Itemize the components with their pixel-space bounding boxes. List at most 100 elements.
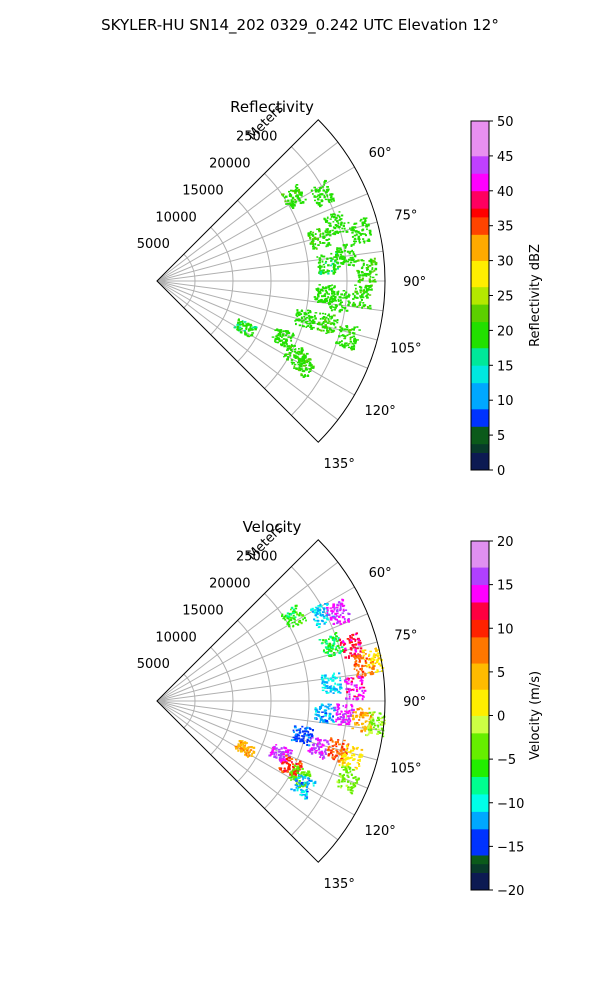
echo-mark [326,186,329,188]
echo-mark [233,326,236,329]
angular-gridline [156,250,384,282]
echo-mark [349,750,352,753]
polar-panel-1: Reflectivity500010000150002000025000Mete… [137,98,543,479]
echo-mark [289,749,292,752]
echo-mark [241,322,245,325]
echo-mark [363,714,366,717]
echo-mark [350,345,354,348]
echo-mark [282,330,285,333]
echo-mark [330,646,334,649]
echo-mark [301,790,304,793]
echo-mark [346,747,349,750]
echo-mark [317,742,319,745]
echo-mark [277,332,280,335]
echo-mark [339,614,342,616]
echo-mark [349,635,351,637]
echo-mark [302,325,306,328]
echo-mark [319,751,322,753]
echo-mark [339,231,342,233]
echo-mark [368,731,371,734]
echo-mark [326,617,329,620]
echo-mark [325,228,329,231]
echo-mark [340,720,343,723]
echo-mark [311,743,315,746]
echo-mark [332,643,336,645]
echo-mark [325,245,328,248]
colorbar-segment [471,558,489,568]
echo-mark [298,359,302,362]
echo-mark [271,746,274,749]
echo-mark [317,238,320,241]
colorbar-segment [471,820,489,830]
echo-mark [350,683,353,686]
echo-mark [295,200,298,203]
echo-mark [337,342,340,345]
echo-mark [358,760,361,762]
echo-mark [352,783,356,787]
echo-mark [359,756,363,758]
echo-mark [294,784,297,786]
echo-mark [317,609,320,612]
echo-mark [304,774,308,777]
echo-mark [331,719,335,722]
echo-mark [358,239,361,243]
echo-mark [372,672,375,675]
echo-mark [286,345,289,348]
echo-mark [320,301,323,303]
echo-mark [364,286,368,289]
echo-mark [368,666,371,669]
echo-mark [371,721,374,724]
echo-mark [341,717,345,719]
echo-mark [326,189,330,191]
echo-mark [294,201,297,204]
echo-cluster-18 [336,765,360,795]
echo-mark [346,774,349,777]
echo-mark [340,214,344,217]
echo-mark [378,712,382,715]
echo-mark [363,658,366,661]
echo-mark [292,771,295,773]
echo-mark [297,762,300,765]
echo-mark [302,358,306,362]
echo-mark [374,280,377,283]
echo-mark [237,746,241,748]
echo-mark [347,295,350,298]
echo-mark [291,362,294,365]
echo-mark [324,324,328,326]
echo-mark [353,238,357,241]
radial-tick-label: 20000 [209,157,250,172]
echo-mark [340,603,344,606]
echo-mark [342,777,346,780]
echo-mark [304,354,307,357]
echo-mark [321,711,324,713]
echo-mark [364,672,366,675]
echo-mark [349,340,353,343]
echo-cluster-15 [307,737,330,760]
echo-mark [290,203,292,205]
echo-mark [367,285,370,288]
echo-mark [316,616,319,619]
echo-mark [334,633,337,635]
echo-mark [317,605,321,607]
echo-mark [363,274,366,277]
angular-gridline [156,700,368,789]
echo-mark [334,259,337,262]
echo-mark [299,786,302,788]
echo-mark [294,774,297,777]
echo-mark [308,744,311,747]
echo-mark [289,619,292,622]
echo-mark [335,632,338,634]
echo-mark [320,676,324,679]
echo-mark [312,193,314,195]
echo-mark [365,223,368,226]
echo-mark [332,263,335,265]
echo-mark [354,784,357,788]
echo-mark [360,677,363,680]
echo-mark [352,259,354,262]
echo-mark [353,242,356,244]
echo-mark [362,654,366,657]
echo-mark [318,323,321,326]
echo-mark [335,342,338,344]
echo-mark [341,721,345,724]
echo-mark [352,298,355,300]
